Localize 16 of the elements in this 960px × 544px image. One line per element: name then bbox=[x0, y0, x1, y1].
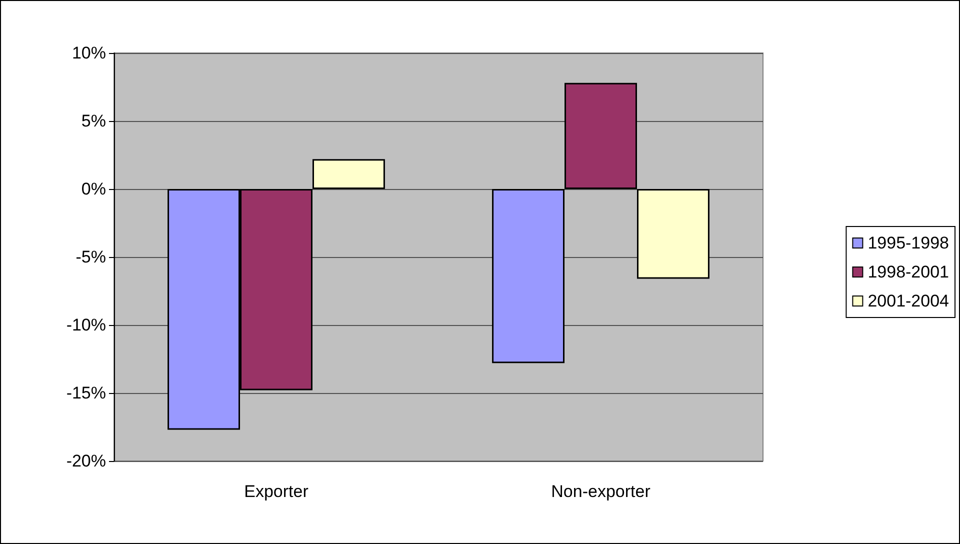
x-tick-label: Exporter bbox=[244, 482, 309, 501]
bar bbox=[312, 159, 385, 189]
y-tick-label: -5% bbox=[76, 248, 106, 266]
y-tick-label: 10% bbox=[72, 44, 106, 62]
legend-label: 1998-2001 bbox=[868, 262, 950, 282]
x-tick-label: Non-exporter bbox=[551, 482, 651, 501]
bar bbox=[636, 189, 710, 279]
legend-label: 2001-2004 bbox=[868, 292, 950, 310]
y-tick-label: -10% bbox=[66, 316, 106, 334]
y-tick-label: -15% bbox=[66, 384, 106, 402]
y-tick-label: 0% bbox=[81, 180, 106, 198]
y-tick-label: 5% bbox=[81, 112, 106, 130]
bar bbox=[564, 82, 637, 189]
y-tick-label: -20% bbox=[66, 452, 106, 470]
bar bbox=[492, 189, 565, 364]
legend-label: 1995-1998 bbox=[868, 234, 950, 252]
